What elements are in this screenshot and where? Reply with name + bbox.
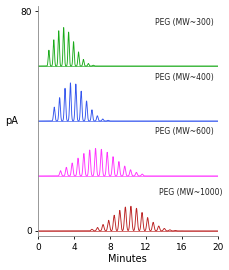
Y-axis label: pA: pA bbox=[5, 116, 18, 126]
Text: PEG (MW~600): PEG (MW~600) bbox=[155, 127, 213, 136]
X-axis label: Minutes: Minutes bbox=[109, 254, 147, 264]
Text: PEG (MW~300): PEG (MW~300) bbox=[155, 18, 213, 26]
Text: PEG (MW~400): PEG (MW~400) bbox=[155, 73, 213, 82]
Text: PEG (MW~1000): PEG (MW~1000) bbox=[159, 188, 223, 197]
